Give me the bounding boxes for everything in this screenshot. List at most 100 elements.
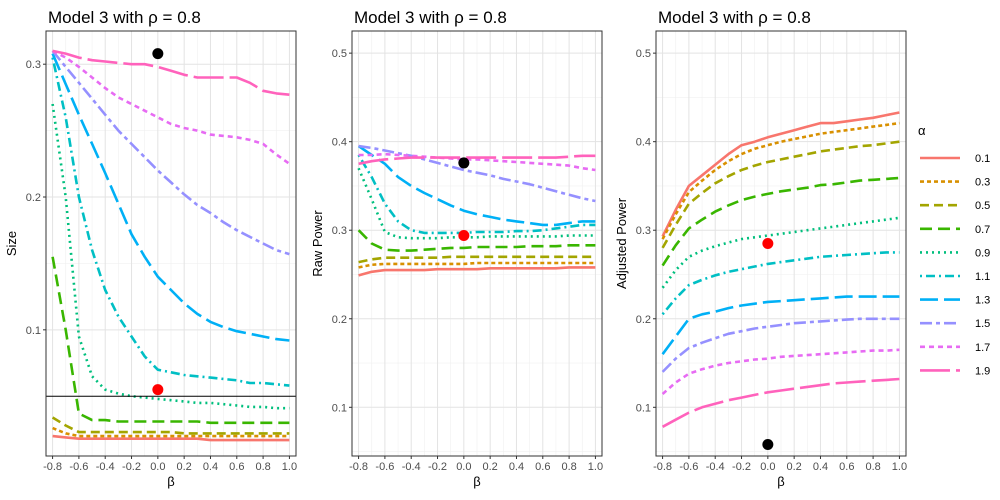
series-line-0-9 (357, 167, 596, 240)
legend-label: 1.9 (975, 365, 990, 377)
series-line-0-9 (661, 216, 900, 289)
y-tick-label: 0.4 (332, 137, 347, 149)
x-axis-label: β (777, 474, 784, 489)
x-tick-label: 0.8 (865, 461, 880, 473)
panel-border (45, 30, 297, 457)
x-tick-label: 0.0 (456, 461, 471, 473)
series-line-1-9 (358, 154, 596, 166)
panel-border (351, 30, 603, 457)
series-line-1-3 (51, 53, 290, 342)
panel-border (655, 30, 907, 457)
x-axis-label: β (473, 474, 480, 489)
y-tick-label: 0.3 (26, 59, 41, 71)
marker-point-red (458, 230, 470, 242)
x-tick-label: -0.4 (402, 461, 421, 473)
x-tick-label: -0.4 (96, 461, 115, 473)
series-line-1-3 (661, 295, 900, 355)
x-tick-label: -0.6 (679, 461, 698, 473)
x-tick-label: 0.8 (255, 461, 270, 473)
x-tick-label: 0.2 (177, 461, 192, 473)
legend-label: 0.7 (975, 224, 990, 236)
y-axis-label: Size (4, 231, 19, 256)
y-tick-label: 0.2 (636, 314, 651, 326)
y-tick-label: 0.1 (332, 402, 347, 414)
legend-label: 1.7 (975, 342, 990, 354)
y-tick-label: 0.5 (636, 48, 651, 60)
y-tick-label: 0.1 (636, 402, 651, 414)
x-tick-label: -0.6 (69, 461, 88, 473)
series-line-1-5 (51, 50, 290, 256)
x-tick-label: 0.0 (760, 461, 775, 473)
series-line-0-1 (52, 434, 290, 442)
y-axis-label: Raw Power (310, 210, 325, 277)
chart-title: Model 3 with ρ = 0.8 (354, 8, 507, 27)
series-line-1-7 (661, 348, 900, 395)
legend-label: 1.3 (975, 295, 990, 307)
series-line-1-7 (52, 49, 291, 165)
x-tick-label: -0.8 (43, 461, 62, 473)
marker-point-red (152, 384, 164, 396)
x-tick-label: -0.2 (428, 461, 447, 473)
series-line-0-7 (51, 256, 290, 425)
series-line-0-5 (661, 140, 900, 249)
y-tick-label: 0.4 (636, 137, 651, 149)
marker-point-black (458, 157, 470, 169)
series-line-1-7 (358, 152, 596, 172)
series-line-0-7 (661, 176, 900, 267)
series-line-0-7 (357, 229, 596, 252)
x-tick-label: 0.4 (813, 461, 828, 473)
chart-title: Model 3 with ρ = 0.8 (658, 8, 811, 27)
x-tick-label: 0.4 (203, 461, 218, 473)
series-line-1-9 (52, 49, 290, 96)
panel-3: -0.8 -0.6 -0.4 -0.2 0.0 0.2 0.4 0.6 0.8 1.0 0.1 0.2… (614, 8, 907, 489)
series-line-0-1 (661, 111, 900, 237)
y-tick-label: 0.3 (636, 225, 651, 237)
x-tick-label: 1.0 (588, 461, 603, 473)
legend-label: 0.5 (975, 200, 990, 212)
series-line-0-3 (52, 426, 290, 438)
legend-label: 0.1 (975, 153, 990, 165)
x-tick-label: 0.4 (509, 461, 524, 473)
series-line-1-1 (357, 154, 596, 235)
x-tick-label: 0.2 (483, 461, 498, 473)
series-line-1-5 (661, 317, 900, 373)
legend: α 0.1 0.3 0.5 0.7 0.9 1.1 1.3 1.5 1.7 1.9 (918, 123, 990, 377)
series-line-1-9 (661, 377, 900, 428)
series-line-0-3 (661, 121, 900, 240)
panel-1: -0.8 -0.6 -0.4 -0.2 0.0 0.2 0.4 0.6 0.8 1.0 0.1 0.2… (4, 8, 297, 489)
series-line-1-1 (661, 251, 900, 316)
series-line-0-5 (51, 416, 290, 435)
y-tick-label: 0.2 (332, 314, 347, 326)
series-line-0-1 (358, 266, 596, 277)
legend-title: α (918, 123, 926, 138)
y-tick-label: 0.5 (332, 48, 347, 60)
y-tick-label: 0.3 (332, 225, 347, 237)
legend-label: 0.9 (975, 247, 990, 259)
legend-label: 0.3 (975, 177, 990, 189)
x-tick-label: -0.4 (706, 461, 725, 473)
x-tick-label: -0.2 (732, 461, 751, 473)
x-tick-label: -0.8 (349, 461, 368, 473)
x-tick-label: 0.8 (561, 461, 576, 473)
x-tick-label: -0.6 (375, 461, 394, 473)
y-tick-label: 0.2 (26, 192, 41, 204)
legend-label: 1.1 (975, 271, 990, 283)
marker-point-red (762, 238, 774, 249)
y-axis-label: Adjusted Power (614, 197, 629, 289)
panel-2: -0.8 -0.6 -0.4 -0.2 0.0 0.2 0.4 0.6 0.8 1.0 0.1 0.2… (310, 8, 603, 489)
x-tick-label: 0.6 (839, 461, 854, 473)
legend-label: 1.5 (975, 318, 990, 330)
series-line-1-3 (357, 145, 596, 227)
marker-point-black (152, 48, 164, 60)
x-tick-label: 0.6 (229, 461, 244, 473)
series-line-0-3 (358, 261, 596, 269)
x-tick-label: 0.2 (787, 461, 802, 473)
x-tick-label: -0.2 (122, 461, 141, 473)
x-axis-label: β (167, 474, 174, 489)
chart-title: Model 3 with ρ = 0.8 (48, 8, 201, 27)
x-tick-label: 1.0 (892, 461, 907, 473)
series-line-0-9 (51, 103, 290, 410)
x-tick-label: -0.8 (653, 461, 672, 473)
series-line-1-5 (358, 144, 596, 203)
